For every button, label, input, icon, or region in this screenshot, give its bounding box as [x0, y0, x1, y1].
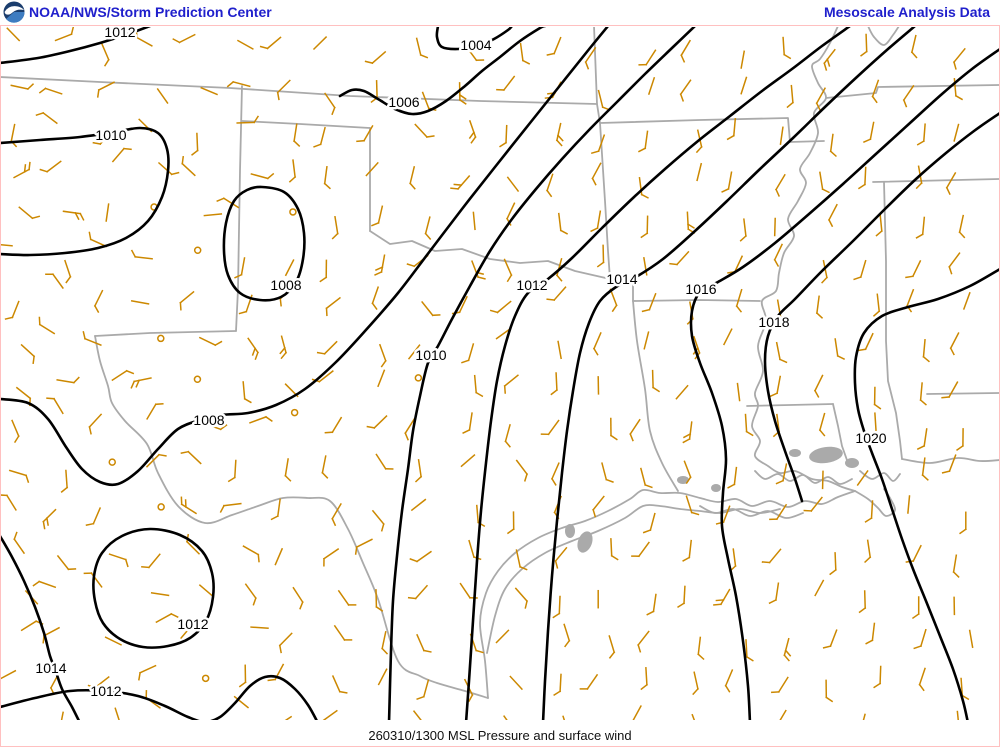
isobar-label-1012: 1012: [177, 616, 208, 632]
isobar-label-1012: 1012: [104, 26, 135, 40]
header-spc-link[interactable]: NOAA/NWS/Storm Prediction Center: [29, 4, 272, 20]
isobar-label-1020: 1020: [855, 430, 886, 446]
map-caption: 260310/1300 MSL Pressure and surface win…: [368, 728, 632, 743]
isobar-label-1004: 1004: [460, 37, 491, 53]
isobar-label-1014: 1014: [35, 660, 66, 676]
map-canvas: 1012 1004 1006 1010 1008 1012 1014 1016 1018 1010…: [1, 26, 999, 720]
isobar-label-1012: 1012: [90, 683, 121, 699]
noaa-logo-icon[interactable]: [3, 1, 25, 23]
mesoanalysis-map: 1012 1004 1006 1010 1008 1012 1014 1016 1018 1010…: [0, 25, 1000, 747]
header-mesoanalysis-link[interactable]: Mesoscale Analysis Data: [823, 4, 990, 20]
isobar-label-1008: 1008: [193, 412, 224, 428]
isobar-label-1016: 1016: [685, 281, 716, 297]
isobar-label-1012: 1012: [516, 277, 547, 293]
isobar-label-1010: 1010: [415, 347, 446, 363]
isobar-label-1006: 1006: [388, 94, 419, 110]
isobar-label-1008: 1008: [270, 277, 301, 293]
page-header: NOAA/NWS/Storm Prediction Center Mesosca…: [0, 0, 1000, 25]
isobar-label-1010: 1010: [95, 127, 126, 143]
isobar-label-1014: 1014: [606, 271, 637, 287]
isobar-label-1018: 1018: [758, 314, 789, 330]
